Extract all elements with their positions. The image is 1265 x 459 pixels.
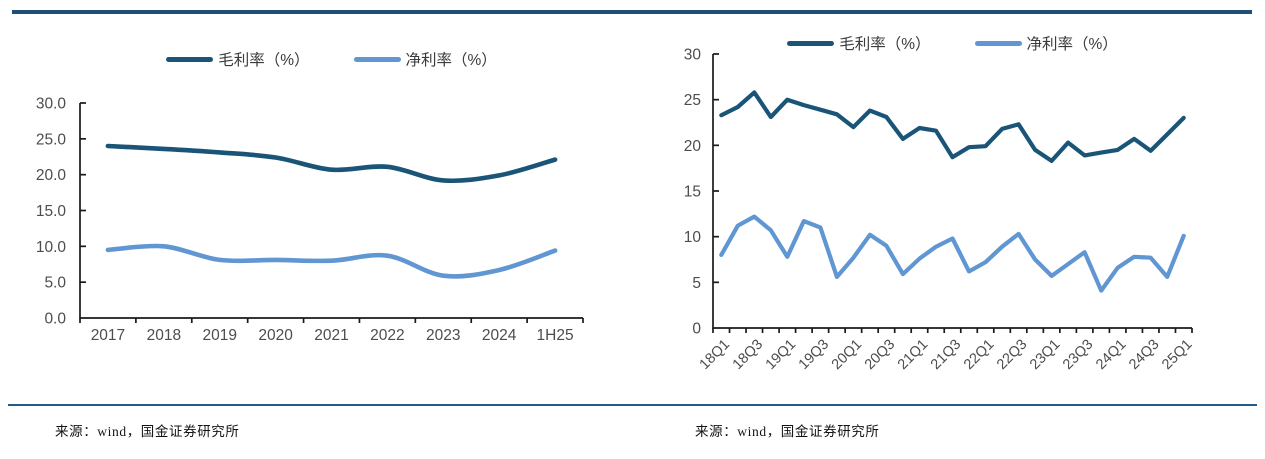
gross-margin-line-swatch-icon — [166, 56, 214, 62]
x-tick-label: 2019 — [202, 327, 236, 344]
series-line-net-margin — [105, 243, 558, 279]
legend-label-gross-margin: 毛利率（%） — [839, 36, 931, 53]
y-tick-label: 0.0 — [44, 311, 66, 328]
y-tick-label: 5.0 — [44, 275, 66, 292]
x-tick-label: 21Q3 — [928, 337, 964, 373]
series-line-gross-margin — [719, 90, 1186, 163]
y-tick-label: 20 — [684, 138, 702, 155]
x-tick-label: 2023 — [426, 327, 460, 344]
y-tick-label: 10.0 — [36, 239, 67, 256]
x-tick-label: 22Q3 — [994, 337, 1030, 373]
x-tick-label: 20Q1 — [829, 337, 865, 373]
legend-item-gross-margin: 毛利率（%） — [787, 32, 931, 54]
legend-quarterly-chart: 毛利率（%） 净利率（%） — [713, 32, 1192, 54]
series-line-gross-margin — [105, 143, 558, 184]
x-tick-label: 21Q1 — [895, 337, 931, 373]
y-tick-label: 15 — [684, 184, 701, 201]
x-tick-label: 19Q3 — [796, 337, 832, 373]
x-tick-label: 2020 — [258, 327, 293, 344]
legend-label-net-margin: 净利率（%） — [1026, 36, 1118, 53]
x-tick-label: 23Q1 — [1027, 337, 1063, 373]
x-tick-label: 2021 — [314, 327, 348, 344]
bottom-divider-rule — [8, 404, 1257, 406]
x-tick-label: 19Q1 — [763, 337, 799, 373]
axis-lines — [712, 54, 1192, 329]
source-note-left: 来源：wind，国金证券研究所 — [55, 424, 240, 439]
x-tick-label: 24Q3 — [1126, 337, 1162, 373]
legend-label-net-margin: 净利率（%） — [405, 52, 497, 69]
x-tick-label: 20Q3 — [862, 337, 898, 373]
y-tick-label: 15.0 — [36, 203, 67, 220]
x-tick-label: 2017 — [91, 327, 125, 344]
y-tick-label: 25.0 — [36, 131, 67, 148]
annual-margin-chart: 0.0 5.0 10.0 15.0 20.0 25.0 30.0 2017 2018 2019 20… — [36, 96, 584, 344]
axis-lines — [79, 103, 583, 319]
top-accent-rule — [12, 10, 1252, 14]
legend-item-gross-margin: 毛利率（%） — [166, 48, 310, 70]
quarterly-margin-chart: 0 5 10 15 20 25 30 18Q118Q319Q119Q320Q120Q321Q1… — [684, 47, 1196, 373]
x-tick-label: 24Q1 — [1093, 337, 1129, 373]
x-tick-label: 25Q1 — [1159, 337, 1195, 373]
y-tick-label: 25 — [684, 92, 701, 109]
y-tick-label: 5 — [692, 275, 701, 292]
x-tick-label: 2024 — [482, 327, 517, 344]
x-tick-label: 1H25 — [537, 327, 574, 344]
source-note-right: 来源：wind，国金证券研究所 — [695, 424, 880, 439]
y-tick-label: 0 — [692, 321, 701, 338]
x-tick-label: 2022 — [370, 327, 404, 344]
legend-label-gross-margin: 毛利率（%） — [218, 52, 310, 69]
x-tick-label: 23Q3 — [1060, 337, 1096, 373]
gross-margin-line-swatch-icon — [787, 40, 835, 46]
x-tick-label: 18Q3 — [730, 337, 766, 373]
x-tick-label: 18Q1 — [697, 337, 733, 373]
net-margin-line-swatch-icon — [974, 40, 1022, 46]
y-tick-label: 20.0 — [36, 167, 67, 184]
series-line-net-margin — [719, 214, 1186, 293]
y-tick-label: 30 — [684, 47, 702, 64]
y-tick-label: 30.0 — [36, 96, 67, 113]
legend-item-net-margin: 净利率（%） — [974, 32, 1118, 54]
x-tick-label: 22Q1 — [961, 337, 997, 373]
y-tick-label: 10 — [684, 229, 702, 246]
legend-annual-chart: 毛利率（%） 净利率（%） — [80, 48, 583, 70]
x-tick-label: 2018 — [147, 327, 181, 344]
net-margin-line-swatch-icon — [353, 56, 401, 62]
legend-item-net-margin: 净利率（%） — [353, 48, 497, 70]
